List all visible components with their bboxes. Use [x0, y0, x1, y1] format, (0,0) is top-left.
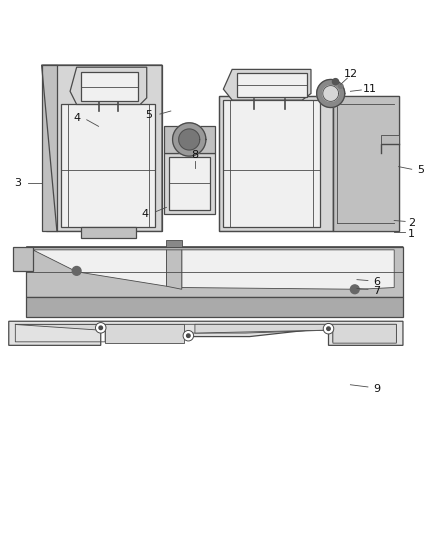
Polygon shape — [166, 250, 182, 289]
Text: 7: 7 — [373, 286, 380, 296]
Polygon shape — [179, 129, 200, 150]
Polygon shape — [61, 104, 155, 227]
Text: 5: 5 — [417, 165, 424, 175]
Polygon shape — [42, 65, 57, 231]
Circle shape — [339, 84, 343, 88]
Polygon shape — [223, 100, 320, 227]
Circle shape — [72, 266, 81, 275]
Polygon shape — [173, 123, 206, 156]
Polygon shape — [164, 152, 215, 214]
Circle shape — [187, 334, 190, 337]
Polygon shape — [169, 157, 210, 211]
Polygon shape — [164, 126, 215, 152]
Circle shape — [323, 324, 334, 334]
Polygon shape — [381, 135, 399, 144]
Text: 6: 6 — [373, 277, 380, 287]
Text: 12: 12 — [343, 69, 357, 79]
Polygon shape — [42, 65, 162, 231]
Circle shape — [350, 285, 359, 294]
Text: 9: 9 — [373, 384, 380, 394]
Text: 4: 4 — [141, 209, 148, 219]
Text: 1: 1 — [408, 229, 415, 239]
Polygon shape — [166, 240, 182, 247]
Polygon shape — [333, 96, 399, 231]
Text: 3: 3 — [14, 178, 21, 188]
Polygon shape — [317, 79, 345, 108]
Text: 4: 4 — [73, 112, 80, 123]
Text: 2: 2 — [408, 217, 415, 228]
Polygon shape — [223, 69, 311, 100]
Polygon shape — [26, 247, 403, 297]
Polygon shape — [26, 247, 403, 290]
Text: 11: 11 — [363, 84, 377, 94]
Polygon shape — [81, 71, 138, 101]
Polygon shape — [26, 297, 403, 317]
Text: 5: 5 — [145, 110, 152, 120]
Circle shape — [95, 322, 106, 333]
Polygon shape — [182, 250, 394, 289]
Polygon shape — [81, 227, 136, 238]
Polygon shape — [13, 247, 33, 271]
Polygon shape — [219, 96, 333, 231]
Circle shape — [327, 327, 330, 330]
Polygon shape — [9, 321, 403, 345]
Circle shape — [99, 326, 102, 329]
Polygon shape — [15, 324, 184, 343]
Polygon shape — [33, 250, 166, 286]
Circle shape — [183, 330, 194, 341]
Polygon shape — [333, 96, 399, 231]
Text: 8: 8 — [191, 150, 198, 160]
Polygon shape — [323, 86, 339, 101]
Polygon shape — [237, 73, 307, 96]
Polygon shape — [70, 67, 147, 104]
Circle shape — [332, 78, 339, 85]
Polygon shape — [195, 324, 396, 343]
